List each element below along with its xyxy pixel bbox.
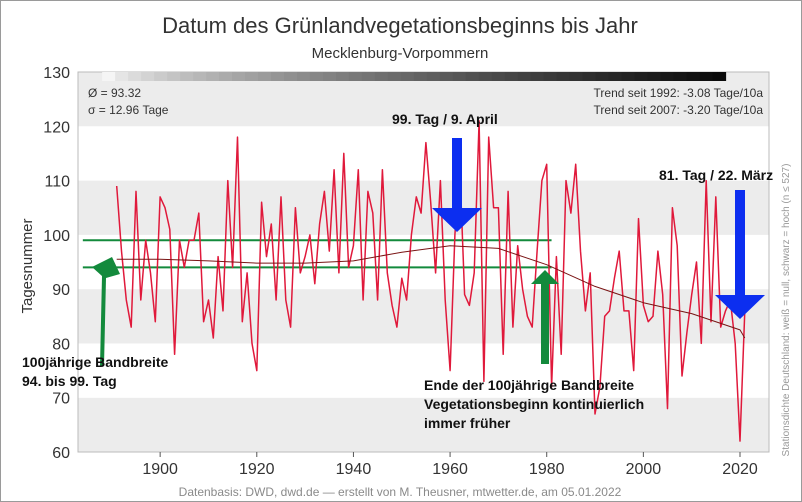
density-cell [387, 72, 402, 81]
density-cell [167, 72, 181, 81]
green-arrow-band-start [92, 257, 120, 366]
band-60 [78, 397, 769, 452]
annotation-end-line2: Vegetationsbeginn kontinuierlich [424, 396, 644, 412]
annotation-band-line2: 94. bis 99. Tag [22, 373, 117, 389]
y-tick-80: 80 [52, 336, 70, 353]
x-axis-ticks: 1900 1920 1940 1960 1980 2000 2020 [142, 452, 758, 478]
band-120 [78, 72, 769, 127]
density-cell [712, 72, 727, 81]
x-tick-1900: 1900 [142, 461, 178, 478]
density-cell [504, 72, 519, 81]
density-cell [530, 72, 545, 81]
density-cell [595, 72, 610, 81]
annotation-81-tag: 81. Tag / 22. März [659, 167, 773, 183]
density-cell [193, 72, 207, 81]
stat-trend-1992: Trend seit 1992: -3.08 Tage/10a [594, 86, 764, 100]
density-cell [686, 72, 701, 81]
density-cell [634, 72, 649, 81]
y-tick-110: 110 [44, 174, 70, 191]
band-100 [78, 180, 769, 235]
annotation-99-tag: 99. Tag / 9. April [392, 111, 498, 127]
background-bands [77, 71, 770, 453]
density-cell [115, 72, 129, 81]
density-cell [232, 72, 246, 81]
density-cell [660, 72, 675, 81]
density-cell [413, 72, 428, 81]
density-cell [426, 72, 441, 81]
series-layer [115, 120, 746, 442]
series-trend-line [116, 245, 746, 339]
density-cell [270, 72, 285, 81]
x-tick-1980: 1980 [529, 461, 565, 478]
density-cell [569, 72, 584, 81]
band-70 [78, 343, 769, 398]
density-cell [309, 72, 324, 81]
y-tick-90: 90 [52, 282, 70, 299]
stat-mean: Ø = 93.32 [88, 86, 141, 100]
density-cell [699, 72, 714, 81]
annotation-arrows [92, 138, 765, 366]
band-90 [78, 234, 769, 290]
x-tick-1920: 1920 [239, 461, 275, 478]
y-tick-70: 70 [52, 391, 70, 408]
density-cell [335, 72, 350, 81]
density-cell [348, 72, 363, 81]
y-tick-120: 120 [43, 119, 70, 136]
band-80 [78, 289, 769, 344]
density-cell [102, 72, 116, 81]
station-density-strip [102, 72, 727, 81]
y-tick-100: 100 [43, 228, 70, 245]
x-tick-1960: 1960 [432, 461, 468, 478]
density-cell [180, 72, 194, 81]
y-tick-60: 60 [52, 445, 70, 462]
density-cell [257, 72, 272, 81]
density-cell [517, 72, 532, 81]
stat-trend-2007: Trend seit 2007: -3.20 Tage/10a [594, 103, 764, 117]
density-cell [219, 72, 233, 81]
density-cell [556, 72, 571, 81]
chart-subtitle: Mecklenburg-Vorpommern [312, 45, 489, 62]
density-cell [673, 72, 688, 81]
source-footer: Datenbasis: DWD, dwd.de — erstellt von M… [179, 485, 622, 499]
chart-title: Datum des Grünlandvegetationsbeginns bis… [162, 13, 638, 38]
x-tick-2020: 2020 [722, 461, 758, 478]
y-tick-130: 130 [43, 65, 70, 82]
stat-sigma: σ = 12.96 Tage [88, 103, 169, 117]
density-cell [206, 72, 220, 81]
blue-arrow-1962 [432, 138, 482, 232]
right-density-note: Stationsdichte Deutschland: weiß = null,… [781, 164, 792, 457]
density-cell [465, 72, 480, 81]
series-annual-line [115, 120, 746, 442]
density-cell [322, 72, 337, 81]
density-cell [491, 72, 506, 81]
density-cell [478, 72, 493, 81]
density-cell [361, 72, 376, 81]
x-tick-2000: 2000 [626, 461, 662, 478]
density-cell [543, 72, 558, 81]
density-cell [128, 72, 142, 81]
density-cell [283, 72, 298, 81]
density-cell [452, 72, 467, 81]
blue-arrow-2021 [715, 190, 765, 319]
density-cell [296, 72, 311, 81]
green-arrow-band-end [531, 270, 559, 364]
density-cell [141, 72, 155, 81]
density-cell [374, 72, 389, 81]
y-axis-ticks: 60 70 80 90 100 110 120 130 [43, 65, 70, 462]
y-axis-label: Tagesnummer [19, 218, 36, 313]
density-cell [608, 72, 623, 81]
x-tick-1940: 1940 [336, 461, 372, 478]
century-band-lines [82, 239, 552, 269]
density-cell [647, 72, 662, 81]
annotation-band-line1: 100jährige Bandbreite [22, 354, 168, 370]
density-cell [621, 72, 636, 81]
density-cell [245, 72, 259, 81]
annotation-end-line3: immer früher [424, 415, 511, 431]
density-cell [439, 72, 454, 81]
density-cell [582, 72, 597, 81]
density-cell [154, 72, 168, 81]
density-cell [400, 72, 415, 81]
annotation-end-line1: Ende der 100jährige Bandbreite [424, 377, 634, 393]
